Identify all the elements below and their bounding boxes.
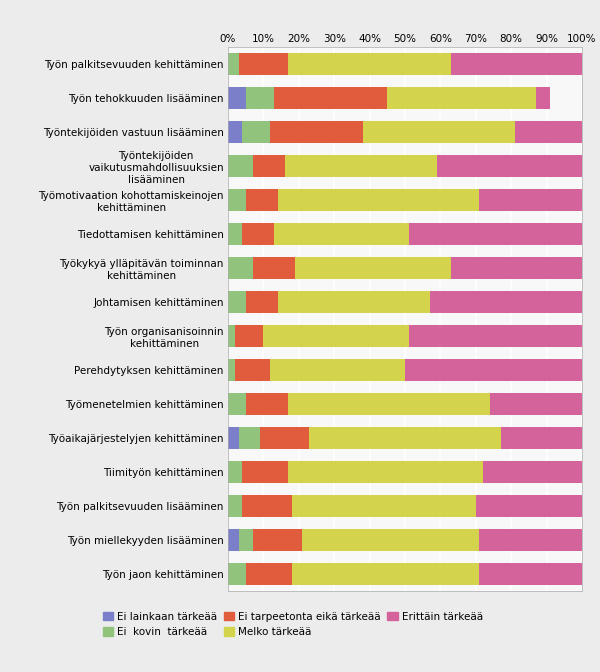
Bar: [288, 461, 483, 483]
Bar: [246, 291, 278, 313]
Bar: [228, 325, 235, 347]
Bar: [246, 87, 274, 109]
Bar: [228, 393, 246, 415]
Bar: [253, 155, 284, 177]
Bar: [288, 53, 451, 75]
Bar: [479, 189, 582, 211]
Bar: [409, 223, 582, 245]
Bar: [310, 427, 500, 450]
Bar: [362, 121, 515, 143]
Bar: [253, 257, 295, 280]
Bar: [228, 53, 239, 75]
Bar: [476, 495, 582, 517]
Bar: [242, 223, 274, 245]
Bar: [515, 121, 582, 143]
Bar: [437, 155, 582, 177]
Bar: [430, 291, 582, 313]
Bar: [271, 359, 405, 381]
Legend: Ei lainkaan tärkeää, Ei  kovin  tärkeää, Ei tarpeetonta eikä tärkeää, Melko tärk: Ei lainkaan tärkeää, Ei kovin tärkeää, E…: [98, 607, 487, 641]
Bar: [246, 393, 288, 415]
Bar: [288, 393, 490, 415]
Bar: [235, 359, 271, 381]
Bar: [246, 563, 292, 585]
Bar: [409, 325, 582, 347]
Bar: [451, 53, 582, 75]
Bar: [228, 155, 253, 177]
Bar: [278, 189, 479, 211]
Bar: [242, 121, 271, 143]
Bar: [228, 563, 246, 585]
Bar: [253, 530, 302, 552]
Bar: [284, 155, 437, 177]
Bar: [228, 495, 242, 517]
Bar: [483, 461, 582, 483]
Bar: [242, 461, 288, 483]
Bar: [263, 325, 409, 347]
Bar: [260, 427, 310, 450]
Bar: [228, 291, 246, 313]
Bar: [278, 291, 430, 313]
Bar: [239, 427, 260, 450]
Bar: [228, 530, 239, 552]
Bar: [271, 121, 362, 143]
Bar: [274, 87, 388, 109]
Bar: [292, 563, 479, 585]
Bar: [500, 427, 582, 450]
Bar: [388, 87, 536, 109]
Bar: [228, 257, 253, 280]
Bar: [228, 223, 242, 245]
Bar: [228, 359, 235, 381]
Bar: [228, 121, 242, 143]
Bar: [228, 189, 246, 211]
Bar: [228, 87, 246, 109]
Bar: [235, 325, 263, 347]
Bar: [479, 563, 582, 585]
Bar: [302, 530, 479, 552]
Bar: [228, 427, 239, 450]
Bar: [536, 87, 550, 109]
Bar: [405, 359, 582, 381]
Bar: [242, 495, 292, 517]
Bar: [295, 257, 451, 280]
Bar: [239, 53, 288, 75]
Bar: [274, 223, 409, 245]
Bar: [451, 257, 582, 280]
Bar: [239, 530, 253, 552]
Bar: [490, 393, 582, 415]
Bar: [479, 530, 582, 552]
Bar: [228, 461, 242, 483]
Bar: [292, 495, 476, 517]
Bar: [246, 189, 278, 211]
